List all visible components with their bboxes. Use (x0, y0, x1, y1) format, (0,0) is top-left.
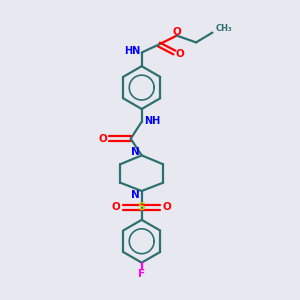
Text: F: F (138, 269, 145, 279)
Text: O: O (172, 27, 181, 37)
Text: CH₃: CH₃ (215, 24, 232, 33)
Text: O: O (163, 202, 172, 212)
Text: O: O (112, 202, 121, 212)
Text: N: N (131, 147, 140, 157)
Text: S: S (138, 202, 146, 212)
Text: O: O (175, 49, 184, 59)
Text: NH: NH (144, 116, 160, 126)
Text: O: O (98, 134, 107, 144)
Text: HN: HN (124, 46, 140, 56)
Text: N: N (131, 190, 140, 200)
